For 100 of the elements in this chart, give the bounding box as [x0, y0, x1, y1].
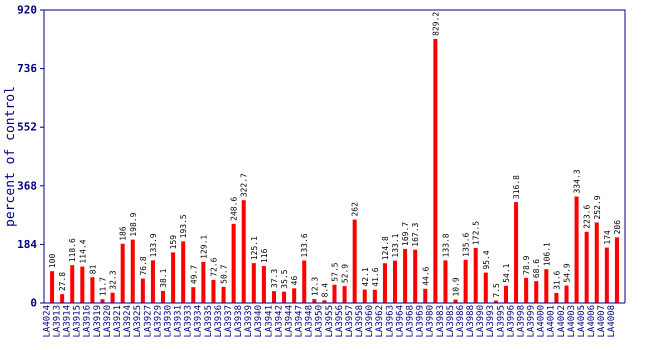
data-label: 334.3 [572, 169, 582, 194]
x-tick-label: LA3915 [72, 305, 83, 338]
data-label: 829.2 [431, 12, 440, 36]
y-tick-label: 736 [17, 62, 38, 76]
x-tick-label: LA3993 [486, 305, 496, 338]
bar [211, 280, 216, 303]
x-tick-label: LA3930 [163, 305, 174, 338]
data-label: 186 [118, 226, 128, 241]
bar [90, 277, 94, 303]
data-label: 116 [260, 248, 269, 264]
data-label: 172.5 [472, 220, 481, 246]
x-tick-label: LA4001 [546, 305, 557, 338]
bar [302, 260, 306, 303]
data-label: 35.5 [280, 269, 290, 289]
bar [222, 286, 226, 303]
x-tick-label: LA3934 [194, 305, 204, 338]
data-label: 248.6 [230, 196, 239, 221]
bar [484, 272, 488, 303]
y-tick-label: 920 [17, 4, 37, 17]
bar [110, 292, 115, 303]
data-label: 68.6 [532, 258, 542, 278]
bar [524, 278, 528, 303]
bar [232, 224, 236, 303]
data-label: 44.6 [421, 266, 430, 286]
bar [464, 260, 468, 303]
bar [352, 220, 357, 303]
x-tick-label: LA3914 [62, 305, 73, 338]
x-tick-label: LA3958 [355, 305, 366, 338]
x-tick-label: LA3916 [82, 305, 93, 338]
bar [443, 260, 448, 303]
x-tick-label: LA3963 [385, 305, 396, 338]
x-tick-label: LA3939 [244, 305, 254, 338]
data-label: 52.9 [340, 264, 350, 284]
data-label: 118.6 [68, 238, 78, 262]
x-tick-label: LA3925 [133, 305, 144, 338]
y-axis-title: percent of control [3, 86, 18, 227]
x-tick-label: LA3985 [446, 305, 456, 338]
x-tick-label: LA3986 [456, 305, 466, 338]
x-tick-label: LA3955 [324, 305, 335, 338]
data-label: 100 [48, 254, 58, 268]
data-label: 322.7 [240, 172, 249, 198]
data-label: 76.8 [138, 256, 148, 276]
bar [564, 286, 569, 303]
y-tick-label: 0 [30, 296, 37, 310]
data-label: 27.8 [58, 272, 68, 292]
bar [252, 263, 256, 303]
data-label: 10.9 [452, 277, 461, 297]
x-tick-label: LA3936 [214, 305, 224, 338]
data-label: 41.6 [370, 267, 380, 287]
x-tick-label: LA4006 [587, 305, 598, 338]
x-tick-label: LA3964 [395, 305, 406, 338]
x-tick-label: LA3950 [314, 305, 325, 338]
bar [393, 260, 398, 303]
bar [171, 252, 176, 303]
data-label: 167.3 [411, 222, 420, 247]
bar [272, 291, 276, 303]
x-tick-label: LA3995 [496, 305, 506, 338]
bar [242, 200, 246, 303]
x-tick-label: LA3933 [184, 305, 194, 338]
data-label: 133.1 [391, 233, 400, 258]
bar [474, 248, 478, 303]
x-tick-label: LA3996 [506, 305, 516, 338]
x-tick-label: LA3921 [112, 305, 123, 338]
data-label: 37.3 [270, 268, 279, 288]
x-tick-label: LA3913 [52, 305, 62, 338]
x-tick-label: LA3983 [436, 305, 446, 338]
x-tick-label: LA3956 [334, 305, 345, 338]
data-label: 206 [612, 220, 622, 234]
x-tick-label: LA3998 [516, 305, 526, 338]
data-label: 72.6 [209, 257, 218, 277]
x-tick-label: LA4003 [566, 305, 577, 338]
x-tick-label: LA3935 [204, 305, 214, 338]
x-tick-label: LA4002 [556, 305, 567, 338]
x-tick-label: LA3927 [143, 305, 154, 338]
data-label: 54.1 [502, 263, 511, 283]
bar [614, 237, 619, 303]
data-label: 50.7 [220, 264, 229, 284]
data-label: 95.4 [482, 250, 491, 270]
x-tick-label: LA3931 [174, 305, 184, 338]
bar [423, 288, 428, 303]
data-label: 106.1 [542, 242, 552, 266]
bar [50, 271, 54, 303]
bar [120, 244, 125, 303]
data-label: 316.8 [512, 174, 522, 200]
x-tick-label: LA4008 [607, 305, 618, 338]
bar [372, 290, 377, 303]
x-tick-label: LA3941 [264, 305, 274, 338]
x-tick-label: LA4005 [576, 305, 587, 338]
x-tick-label: LA3957 [344, 305, 355, 338]
data-label: 12.3 [310, 276, 320, 296]
bar [604, 248, 609, 303]
data-label: 78.9 [522, 255, 532, 275]
y-tick-label: 368 [17, 179, 37, 192]
data-label: 125.1 [250, 236, 259, 260]
x-tick-label: LA3938 [234, 305, 244, 338]
x-tick-label: LA3980 [426, 305, 436, 338]
bar [362, 290, 367, 303]
bar [150, 260, 155, 303]
y-tick-label: 552 [17, 120, 37, 134]
bar [403, 248, 408, 303]
